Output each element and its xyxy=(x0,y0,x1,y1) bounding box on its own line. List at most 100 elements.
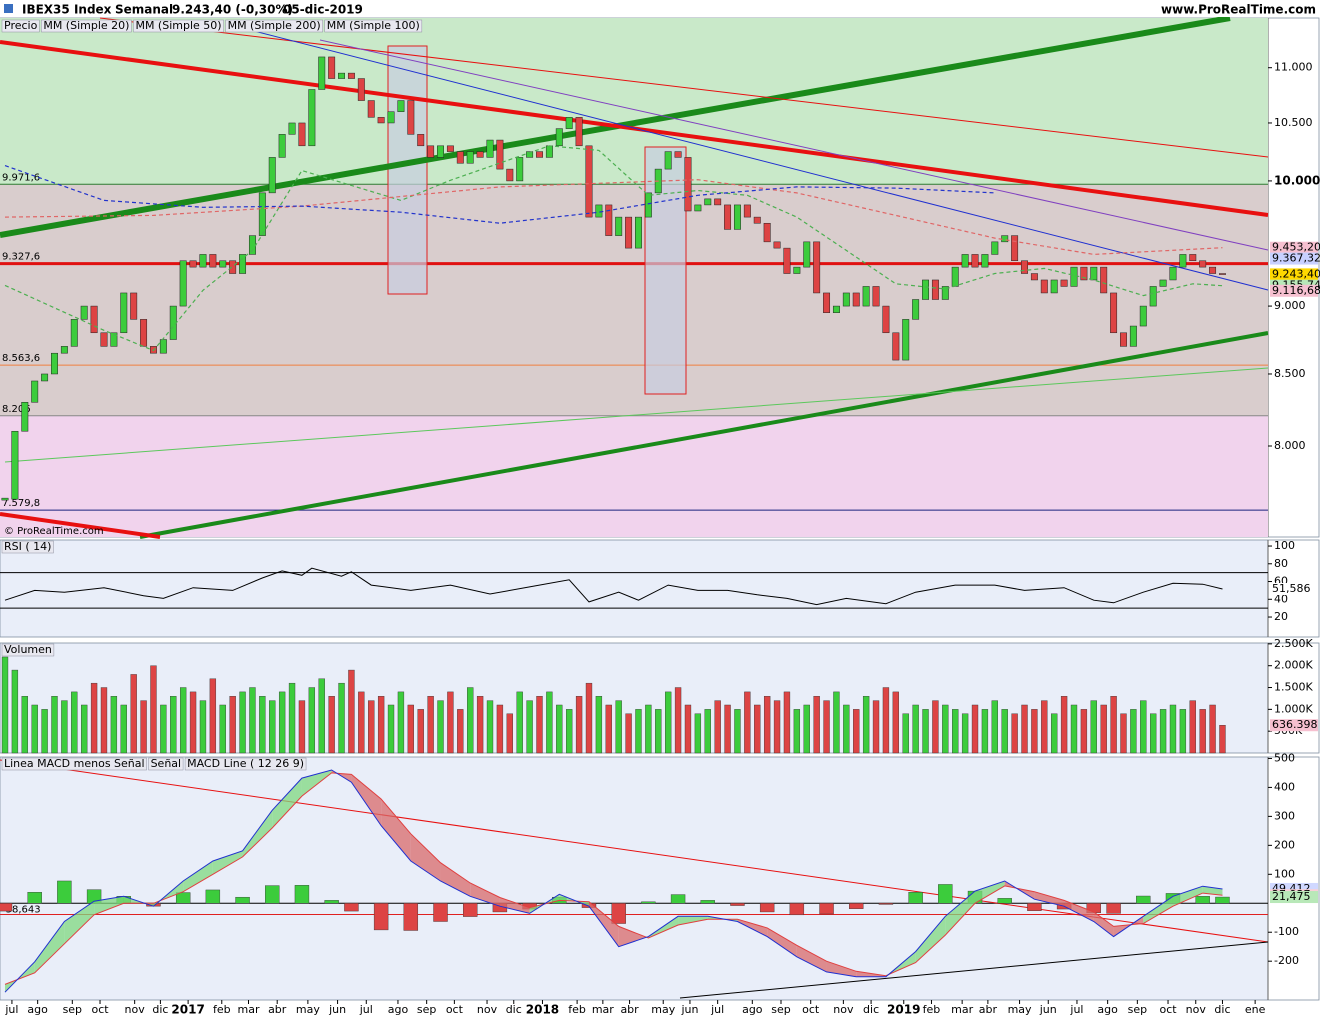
price-zone xyxy=(0,184,1268,416)
candle xyxy=(1050,279,1058,294)
histogram-bar xyxy=(611,903,626,924)
volume-bar xyxy=(833,691,840,754)
histogram-bar xyxy=(759,903,775,913)
macd-fill xyxy=(242,810,273,857)
histogram-bar xyxy=(344,903,359,912)
x-tick-label: dic xyxy=(1214,1003,1230,1016)
x-tick-label: oct xyxy=(91,1003,109,1016)
candle xyxy=(120,292,128,334)
volume-bar xyxy=(1100,704,1107,754)
volume-bar xyxy=(843,704,850,754)
volume-bar xyxy=(249,687,256,754)
volume-bar xyxy=(338,682,345,754)
volume-bar xyxy=(476,696,484,754)
volume-bar xyxy=(902,713,909,754)
volume-bar xyxy=(120,704,127,754)
price-zone xyxy=(0,415,1268,537)
candle xyxy=(179,260,187,307)
volume-bar xyxy=(199,700,207,754)
volume-bar xyxy=(11,669,19,754)
candle xyxy=(902,319,910,361)
candle xyxy=(397,100,405,112)
panel-frame xyxy=(0,539,1320,638)
y-tick-label: 1.000K xyxy=(1274,702,1313,715)
candle xyxy=(981,254,989,268)
level-label: 8.563,6 xyxy=(2,353,40,364)
candle xyxy=(456,151,464,164)
volume-bar xyxy=(269,700,276,754)
header-icon xyxy=(4,4,13,13)
candle xyxy=(704,198,712,206)
histogram-bar xyxy=(294,885,310,904)
candle xyxy=(615,216,623,236)
candle xyxy=(1219,273,1226,275)
macd-fill xyxy=(1034,891,1065,907)
macd-fill xyxy=(975,880,1005,904)
candle xyxy=(110,332,118,347)
candle xyxy=(842,292,850,307)
volume-bar xyxy=(724,704,731,754)
histogram-bar xyxy=(730,903,745,906)
volume-bar xyxy=(704,709,711,754)
volume-bar xyxy=(41,709,48,754)
volume-bar xyxy=(516,691,523,754)
volume-bar xyxy=(328,696,335,754)
volume-bar xyxy=(219,704,226,754)
candle xyxy=(1090,266,1098,281)
histogram-bar xyxy=(700,900,715,904)
y-tick-label: 80 xyxy=(1274,557,1288,570)
value-tag xyxy=(1270,268,1318,281)
value-tag-label: 9.116,68 xyxy=(1272,284,1320,297)
series-label: Linea MACD menos Señal xyxy=(4,757,145,770)
histogram-bar xyxy=(235,896,250,904)
site: www.ProRealTime.com xyxy=(1161,3,1316,17)
candle xyxy=(565,117,573,129)
volume-bar xyxy=(1169,704,1177,754)
candle xyxy=(961,254,969,268)
volume-bar xyxy=(922,709,929,754)
volume-bar xyxy=(1070,704,1078,754)
histogram-bar xyxy=(1195,896,1210,904)
y-tick-label: 1.500K xyxy=(1274,681,1313,694)
x-tick-label: nov xyxy=(125,1003,146,1016)
candle xyxy=(1139,305,1147,327)
histogram-bar xyxy=(789,903,805,916)
candle xyxy=(912,299,920,320)
x-tick-label: mar xyxy=(951,1003,973,1016)
volume-bar xyxy=(754,704,761,754)
candle xyxy=(41,373,49,382)
macd-fill xyxy=(618,926,649,947)
volume-bar xyxy=(714,700,721,754)
candle xyxy=(140,319,148,347)
volume-bar xyxy=(100,687,108,754)
candle xyxy=(437,145,444,158)
candle xyxy=(318,56,326,90)
candle xyxy=(51,352,58,375)
macd-fill xyxy=(183,860,213,892)
x-tick-label: dic xyxy=(152,1003,168,1016)
volume-bar xyxy=(526,700,533,754)
macd-fill xyxy=(94,896,124,915)
candle xyxy=(941,286,949,300)
x-tick-label: ene xyxy=(1245,1003,1266,1016)
volume-bar xyxy=(110,696,118,754)
y-tick-label: 2.000K xyxy=(1274,659,1313,672)
candle xyxy=(209,254,217,268)
label-box xyxy=(1,643,55,657)
candle xyxy=(427,145,435,158)
copyright: © ProRealTime.com xyxy=(4,526,104,537)
volume-bar xyxy=(259,696,266,754)
x-tick-label: 2017 xyxy=(171,1003,204,1017)
y-tick-label: 300 xyxy=(1274,809,1295,822)
histogram-bar xyxy=(938,884,953,904)
level-label: -38,643 xyxy=(2,904,41,915)
volume-bar xyxy=(862,696,870,754)
x-tick-label: may xyxy=(1008,1003,1032,1016)
histogram-bar xyxy=(403,903,419,931)
histogram-bar xyxy=(819,903,834,915)
volume-bar xyxy=(90,682,98,754)
candle xyxy=(991,241,999,255)
candle xyxy=(971,254,979,268)
trend-line xyxy=(249,29,1269,291)
volume-bar xyxy=(1001,709,1008,754)
